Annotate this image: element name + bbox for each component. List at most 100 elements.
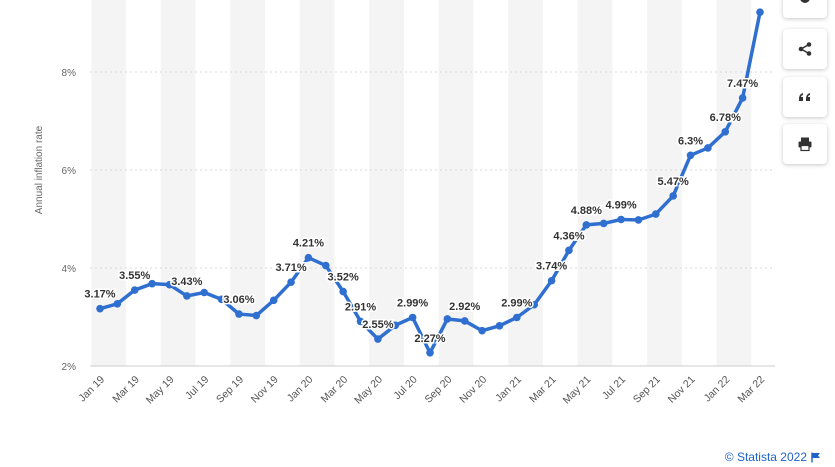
data-label: 3.52% [328, 272, 359, 284]
gear-icon [800, 0, 810, 3]
data-label: 4.21% [293, 238, 324, 250]
data-label: 2.92% [449, 301, 480, 313]
data-point[interactable] [217, 295, 226, 304]
data-point[interactable] [96, 304, 104, 313]
data-point[interactable] [374, 335, 382, 343]
y-axis-tick-labels: 2% 4% 6% 8% [62, 68, 77, 373]
credit-text: © Statista 2022 [724, 450, 807, 464]
share-button[interactable] [783, 29, 827, 69]
data-point[interactable] [721, 127, 730, 136]
background-band [299, 0, 335, 366]
x-tick-label: Mar 19 [110, 374, 142, 406]
statista-credit[interactable]: © Statista 2022 [725, 450, 821, 464]
data-point[interactable] [599, 219, 608, 228]
background-band [716, 0, 752, 366]
data-point[interactable] [704, 144, 712, 152]
flag-icon [811, 452, 820, 462]
data-point[interactable] [408, 313, 417, 322]
data-label: 2.99% [397, 297, 428, 309]
data-point[interactable] [478, 326, 486, 335]
y-tick-label: 8% [62, 68, 77, 79]
background-band [230, 0, 265, 366]
x-tick-label: Jul 19 [183, 374, 211, 402]
data-point[interactable] [252, 311, 261, 320]
y-axis-label: Annual inflation rate [34, 125, 45, 214]
data-point[interactable] [582, 221, 591, 229]
x-axis-tick-labels: Jan 19 Mar 19 May 19 Jul 19 Sep 19 Nov 19 Jan … [76, 374, 767, 407]
x-tick-label: Sep 19 [214, 374, 246, 406]
data-point[interactable] [686, 151, 695, 160]
x-tick-label: Nov 19 [249, 374, 281, 406]
settings-button[interactable] [783, 0, 827, 18]
x-tick-label: Jan 21 [493, 374, 524, 405]
data-label: 4.36% [553, 230, 584, 242]
data-point[interactable] [356, 317, 365, 326]
x-tick-label: Jul 21 [600, 374, 628, 402]
data-labels: 3.17% 3.55% 3.43% 3.06% 3.71% 4.21% 3.52% 2.91%… [83, 76, 760, 346]
data-point[interactable] [547, 276, 556, 285]
data-point[interactable] [634, 216, 643, 224]
data-point[interactable] [530, 300, 539, 309]
data-label: 2.55% [362, 319, 393, 331]
data-point[interactable] [391, 321, 400, 330]
background-band [160, 0, 196, 366]
data-point[interactable] [130, 286, 139, 294]
x-tick-label: Nov 20 [457, 374, 489, 406]
x-tick-label: Mar 22 [736, 374, 768, 406]
data-point[interactable] [269, 296, 278, 305]
y-tick-label: 2% [62, 362, 77, 373]
data-point[interactable] [200, 288, 209, 297]
x-tick-label: Mar 20 [319, 374, 351, 406]
data-label: 3.71% [275, 262, 306, 274]
print-icon [798, 137, 812, 152]
x-tick-label: May 21 [561, 374, 594, 407]
data-point[interactable] [617, 215, 625, 224]
background-band [369, 0, 404, 366]
data-label: 3.06% [223, 294, 254, 306]
data-point[interactable] [738, 94, 747, 102]
quote-icon [799, 93, 810, 101]
print-button[interactable] [783, 124, 827, 164]
data-point[interactable] [113, 299, 122, 308]
data-point[interactable] [339, 287, 347, 296]
data-point[interactable] [321, 261, 330, 270]
data-point[interactable] [669, 192, 677, 200]
background-band [91, 0, 127, 366]
data-point[interactable] [513, 313, 521, 322]
cite-button[interactable] [783, 77, 827, 117]
data-label: 7.47% [727, 78, 758, 90]
x-tick-label: Jan 22 [702, 374, 733, 405]
share-icon [798, 42, 812, 56]
data-label: 3.74% [536, 261, 567, 273]
x-tick-label: Nov 21 [666, 374, 698, 406]
data-point[interactable] [756, 8, 764, 17]
x-tick-label: Sep 21 [631, 374, 663, 406]
data-point[interactable] [651, 210, 660, 218]
background-band [647, 0, 682, 366]
x-tick-label: Sep 20 [422, 374, 454, 406]
data-label: 2.91% [345, 301, 376, 313]
data-point[interactable] [443, 315, 452, 323]
background-band [577, 0, 613, 366]
data-label: 4.88% [571, 205, 602, 217]
data-label: 2.27% [414, 333, 445, 345]
data-point[interactable] [495, 322, 504, 330]
data-label: 4.99% [605, 199, 636, 211]
data-point[interactable] [287, 278, 295, 287]
x-tick-label: May 20 [352, 374, 385, 407]
data-label: 6.78% [710, 112, 741, 124]
x-tick-label: Mar 21 [527, 374, 559, 406]
data-point[interactable] [165, 280, 174, 289]
data-point[interactable] [148, 279, 156, 288]
data-label: 2.99% [501, 297, 532, 309]
data-point[interactable] [565, 246, 573, 255]
data-point[interactable] [235, 310, 243, 318]
background-band [438, 0, 474, 366]
data-point[interactable] [183, 292, 191, 300]
data-point[interactable] [460, 317, 469, 325]
x-tick-label: Jan 19 [76, 374, 107, 405]
data-label: 3.17% [84, 289, 115, 301]
data-point[interactable] [426, 348, 434, 357]
data-point[interactable] [304, 253, 313, 262]
series-points [96, 8, 764, 357]
